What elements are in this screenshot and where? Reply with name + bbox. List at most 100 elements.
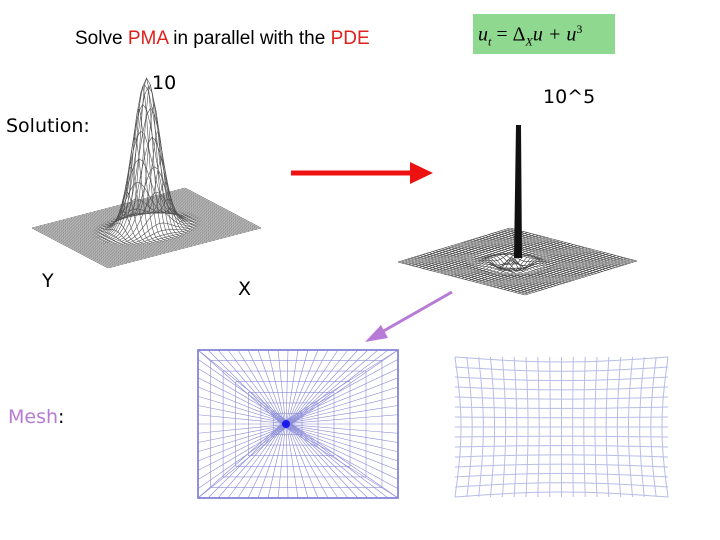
mesh-ring: [260, 402, 319, 446]
title-pde: PDE: [330, 28, 370, 49]
mesh-line: [217, 423, 283, 499]
mesh-line: [197, 426, 287, 489]
mesh-line: [257, 423, 285, 499]
mesh-line: [288, 423, 349, 499]
mesh-line: [454, 491, 669, 498]
surface-gridline: [161, 193, 239, 235]
solution-colon: :: [83, 115, 90, 137]
mesh-line: [288, 349, 349, 425]
surface-gridline: [503, 255, 616, 290]
solution-surface-left: [31, 77, 262, 269]
mesh-line: [277, 349, 286, 425]
peak-left-label: 10: [152, 72, 177, 94]
mesh-line: [285, 426, 399, 471]
mesh-label: Mesh:: [8, 406, 64, 428]
surface-gridline: [135, 200, 212, 242]
mesh-line: [197, 405, 287, 424]
title-pma: PMA: [127, 28, 168, 49]
mesh-line: [277, 423, 286, 499]
mesh-line: [286, 423, 309, 499]
eq-rhs: u + u: [532, 23, 577, 46]
mesh-ring: [273, 413, 303, 435]
mesh-line: [285, 423, 289, 499]
mesh-line: [454, 463, 669, 468]
surface-gridline: [158, 194, 235, 236]
mesh-line: [197, 395, 287, 423]
mesh-line: [285, 395, 399, 423]
surface-gridline: [98, 222, 252, 264]
mesh-line: [286, 349, 299, 425]
surface-gridline: [116, 103, 193, 247]
mesh-line: [287, 423, 319, 499]
mesh-line: [267, 423, 286, 499]
eq-equals-delta: = Δ: [491, 23, 526, 46]
mesh-line: [286, 349, 309, 425]
mesh-line: [454, 454, 669, 458]
mesh-line: [197, 425, 287, 453]
surface-gridline: [81, 210, 235, 255]
mesh-line: [285, 426, 399, 480]
surface-gridline: [177, 189, 254, 231]
surface-gridline: [507, 256, 620, 291]
solution-word: Solution: [6, 115, 84, 137]
surface-gridline: [150, 196, 227, 238]
mesh-line: [290, 349, 379, 425]
surface-gridline: [503, 229, 631, 264]
surface-gridline: [127, 181, 204, 244]
surface-gridline: [77, 166, 231, 253]
surface-gridline: [102, 224, 256, 266]
mesh-line: [454, 406, 669, 409]
peak-right-label: 10^5: [543, 86, 596, 108]
mesh-line: [454, 396, 669, 400]
mesh-line: [197, 386, 287, 423]
title-prefix: Solve: [75, 28, 128, 49]
surface-gridline: [494, 232, 622, 266]
surface-gridline: [64, 130, 218, 246]
mesh-line: [197, 377, 287, 422]
mesh-line: [287, 423, 329, 499]
mesh-line: [289, 349, 359, 425]
surface-gridline: [524, 260, 638, 296]
mesh-line: [285, 424, 399, 434]
mesh-line: [288, 349, 339, 425]
mesh-line: [454, 356, 669, 363]
mesh-line: [454, 472, 669, 478]
mesh-line: [454, 482, 669, 488]
surface-gridline: [521, 259, 634, 295]
mesh-line: [197, 424, 287, 443]
mesh-line: [289, 423, 359, 499]
mesh-line: [287, 349, 319, 425]
mesh-line: [285, 368, 399, 422]
surface-gridline: [71, 85, 225, 250]
eq-sub-t: t: [488, 34, 492, 49]
surface-gridline: [88, 217, 243, 259]
mesh-line: [285, 427, 399, 499]
mesh-line: [290, 423, 379, 499]
eq-power: 3: [576, 22, 583, 36]
mesh-left: [197, 349, 399, 499]
mesh-line: [197, 423, 282, 499]
mesh-line: [288, 423, 339, 499]
surface-gridline: [107, 227, 262, 269]
surface-gridline: [83, 214, 237, 256]
mesh-line: [285, 386, 399, 423]
mesh-line: [454, 416, 669, 419]
red-arrow: [291, 162, 433, 184]
mesh-line: [285, 349, 289, 425]
surface-gridline: [73, 107, 227, 251]
surface-gridline: [142, 198, 220, 240]
mesh-line: [287, 349, 329, 425]
spike: [514, 125, 522, 258]
mesh-line: [247, 423, 285, 499]
surface-gridline: [106, 226, 260, 268]
mesh-line: [197, 349, 287, 421]
mesh-line: [454, 386, 669, 391]
eq-sub-x: X: [525, 34, 533, 49]
solution-label: Solution:: [6, 115, 90, 137]
mesh-line: [227, 423, 284, 499]
mesh-line: [197, 368, 287, 422]
surface-gridline: [510, 257, 623, 292]
surface-gridline: [90, 218, 244, 260]
surface-gridline: [131, 198, 208, 243]
mesh-line: [285, 426, 399, 490]
